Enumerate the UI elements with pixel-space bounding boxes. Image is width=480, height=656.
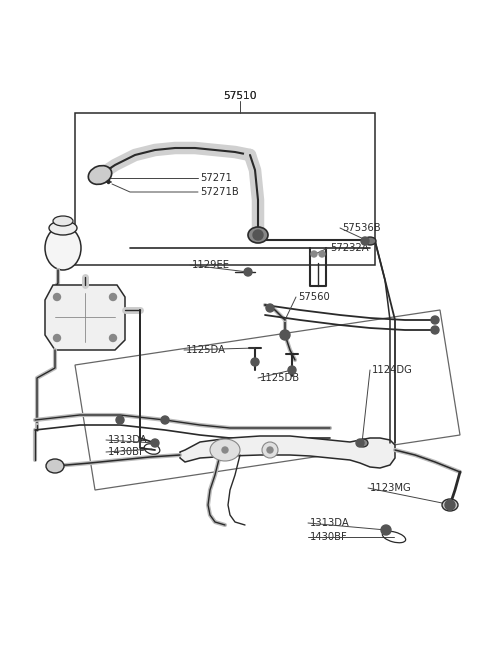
Ellipse shape [262, 442, 278, 458]
Ellipse shape [248, 227, 268, 243]
Text: 57510: 57510 [223, 91, 257, 101]
Circle shape [161, 416, 169, 424]
Ellipse shape [53, 216, 73, 226]
Text: 1430BF: 1430BF [310, 532, 348, 542]
Circle shape [280, 330, 290, 340]
Circle shape [356, 439, 364, 447]
Bar [75, 113, 375, 265]
Circle shape [151, 439, 159, 447]
Ellipse shape [442, 499, 458, 511]
Circle shape [361, 237, 369, 245]
Circle shape [381, 525, 391, 535]
Text: 1313DA: 1313DA [310, 518, 350, 528]
Circle shape [244, 268, 252, 276]
Text: 57232A: 57232A [330, 243, 369, 253]
Text: 1124DG: 1124DG [372, 365, 413, 375]
Text: 1123MG: 1123MG [370, 483, 412, 493]
Ellipse shape [46, 459, 64, 473]
Text: 1125DB: 1125DB [260, 373, 300, 383]
Circle shape [251, 358, 259, 366]
Ellipse shape [49, 221, 77, 235]
Circle shape [311, 251, 317, 257]
Ellipse shape [210, 439, 240, 461]
Text: 1129EE: 1129EE [192, 260, 230, 270]
Text: 57510: 57510 [223, 91, 257, 101]
Polygon shape [180, 436, 395, 468]
Ellipse shape [88, 165, 112, 184]
Text: 1430BF: 1430BF [108, 447, 146, 457]
Circle shape [431, 326, 439, 334]
Circle shape [222, 447, 228, 453]
Text: 1313DA: 1313DA [108, 435, 148, 445]
Circle shape [319, 251, 325, 257]
Circle shape [253, 230, 263, 240]
Circle shape [445, 500, 455, 510]
Circle shape [53, 335, 60, 342]
Polygon shape [45, 285, 125, 350]
Circle shape [109, 293, 117, 300]
Circle shape [109, 335, 117, 342]
Ellipse shape [358, 439, 368, 447]
Text: 57271B: 57271B [200, 187, 239, 197]
Text: 1125DA: 1125DA [186, 345, 226, 355]
Ellipse shape [364, 237, 376, 245]
Text: 57271: 57271 [200, 173, 232, 183]
Text: 57536B: 57536B [342, 223, 381, 233]
Circle shape [288, 366, 296, 374]
Circle shape [116, 416, 124, 424]
Ellipse shape [45, 226, 81, 270]
Circle shape [431, 316, 439, 324]
Text: 57560: 57560 [298, 292, 330, 302]
Circle shape [267, 447, 273, 453]
Circle shape [53, 293, 60, 300]
Circle shape [266, 304, 274, 312]
